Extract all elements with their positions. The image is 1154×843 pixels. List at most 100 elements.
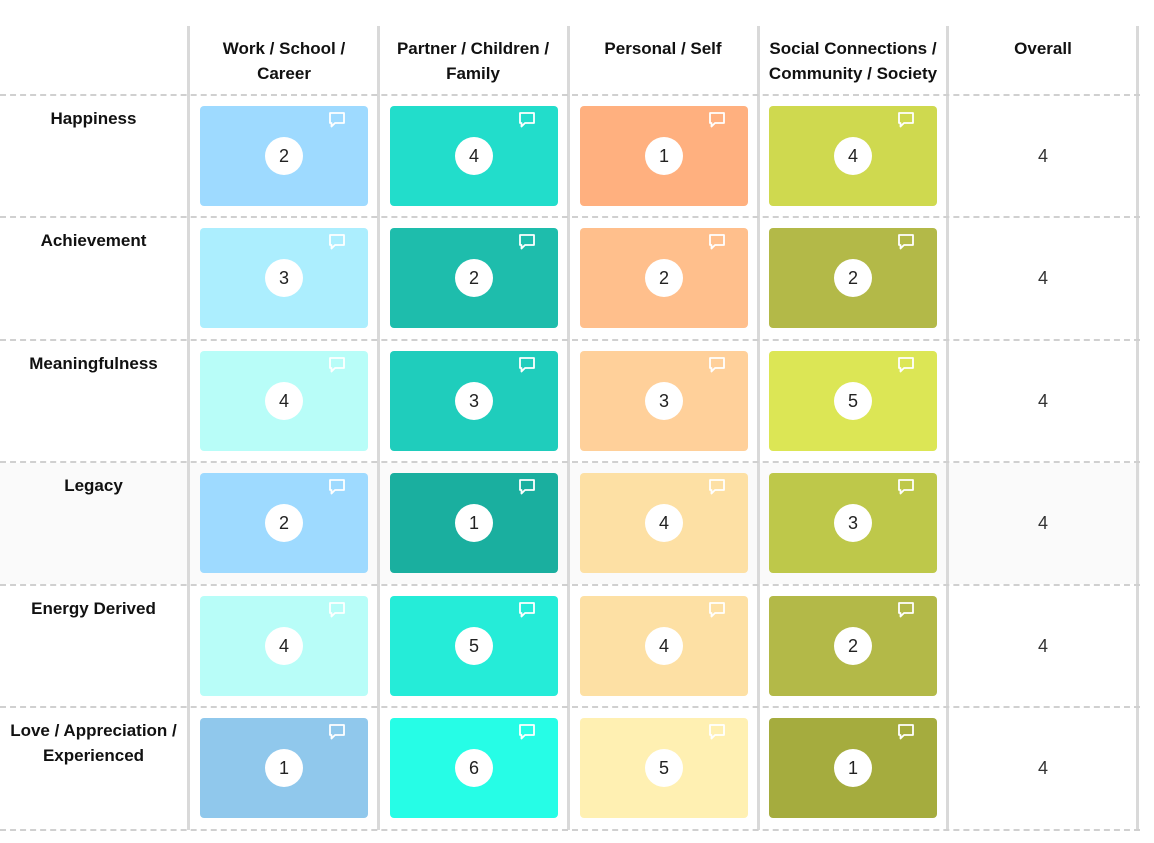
- comment-icon[interactable]: [517, 110, 537, 130]
- comment-icon[interactable]: [517, 232, 537, 252]
- comment-icon[interactable]: [327, 722, 347, 742]
- rating-cell[interactable]: 6: [390, 718, 558, 818]
- comment-icon[interactable]: [707, 722, 727, 742]
- rating-value: 5: [834, 382, 872, 420]
- row-header: Energy Derived: [0, 596, 187, 621]
- row-header-line: Energy Derived: [31, 599, 156, 618]
- comment-icon[interactable]: [327, 600, 347, 620]
- row-divider: [0, 339, 1140, 341]
- column-header-line: Personal / Self: [604, 39, 722, 58]
- column-divider: [377, 26, 380, 830]
- rating-cell[interactable]: 4: [390, 106, 558, 206]
- rating-cell[interactable]: 4: [200, 351, 368, 451]
- comment-icon[interactable]: [327, 477, 347, 497]
- rating-cell[interactable]: 5: [769, 351, 937, 451]
- column-divider: [567, 26, 570, 830]
- overall-value: 4: [1037, 635, 1048, 656]
- rating-cell[interactable]: 5: [390, 596, 558, 696]
- column-header: Work / School / Career: [189, 36, 379, 86]
- rating-value: 5: [645, 749, 683, 787]
- comment-icon[interactable]: [327, 110, 347, 130]
- rating-value: 5: [455, 627, 493, 665]
- column-divider: [1136, 26, 1139, 830]
- rating-value: 1: [645, 137, 683, 175]
- comment-icon[interactable]: [327, 232, 347, 252]
- row-header-line: Meaningfulness: [29, 354, 158, 373]
- column-divider: [757, 26, 760, 830]
- row-header: Love / Appreciation / Experienced: [0, 718, 187, 768]
- rating-cell[interactable]: 4: [200, 596, 368, 696]
- rating-value: 1: [834, 749, 872, 787]
- row-divider: [0, 584, 1140, 586]
- comment-icon[interactable]: [707, 110, 727, 130]
- column-header-line: Family: [446, 64, 500, 83]
- overall-value: 4: [1037, 512, 1048, 533]
- row-divider: [0, 461, 1140, 463]
- rating-cell[interactable]: 2: [200, 473, 368, 573]
- rating-cell[interactable]: 5: [580, 718, 748, 818]
- comment-icon[interactable]: [896, 232, 916, 252]
- column-header-line: Work / School /: [222, 39, 346, 58]
- rating-cell[interactable]: 3: [769, 473, 937, 573]
- comment-icon[interactable]: [517, 477, 537, 497]
- rating-cell[interactable]: 4: [769, 106, 937, 206]
- comment-icon[interactable]: [896, 722, 916, 742]
- comment-icon[interactable]: [896, 600, 916, 620]
- overall-value: 4: [1037, 267, 1048, 288]
- comment-icon[interactable]: [517, 355, 537, 375]
- rating-value: 4: [834, 137, 872, 175]
- comment-icon[interactable]: [707, 600, 727, 620]
- rating-cell[interactable]: 1: [769, 718, 937, 818]
- rating-cell[interactable]: 1: [580, 106, 748, 206]
- overall-value: 4: [1037, 390, 1048, 411]
- rating-cell[interactable]: 3: [580, 351, 748, 451]
- row-header: Meaningfulness: [0, 351, 187, 376]
- row-header-line: Experienced: [42, 746, 145, 765]
- rating-cell[interactable]: 1: [200, 718, 368, 818]
- rating-value: 2: [265, 137, 303, 175]
- rating-value: 2: [834, 259, 872, 297]
- rating-value: 3: [834, 504, 872, 542]
- rating-cell[interactable]: 1: [390, 473, 558, 573]
- row-header: Legacy: [0, 473, 187, 498]
- rating-cell[interactable]: 2: [769, 228, 937, 328]
- rating-cell[interactable]: 4: [580, 596, 748, 696]
- comment-icon[interactable]: [707, 355, 727, 375]
- comment-icon[interactable]: [896, 110, 916, 130]
- rating-value: 1: [455, 504, 493, 542]
- rating-value: 4: [645, 504, 683, 542]
- rating-cell[interactable]: 2: [390, 228, 558, 328]
- rating-value: 4: [455, 137, 493, 175]
- row-header: Happiness: [0, 106, 187, 131]
- rating-cell[interactable]: 4: [580, 473, 748, 573]
- rating-value: 6: [455, 749, 493, 787]
- rating-value: 4: [265, 627, 303, 665]
- rating-value: 2: [834, 627, 872, 665]
- row-divider: [0, 216, 1140, 218]
- comment-icon[interactable]: [707, 232, 727, 252]
- comment-icon[interactable]: [896, 355, 916, 375]
- rating-cell[interactable]: 2: [580, 228, 748, 328]
- row-header-line: Achievement: [40, 231, 147, 250]
- column-divider: [187, 26, 190, 830]
- column-header: Personal / Self: [568, 36, 758, 61]
- row-header-line: Happiness: [50, 109, 137, 128]
- column-header: Social Connections / Community / Society: [758, 36, 948, 86]
- comment-icon[interactable]: [517, 722, 537, 742]
- column-divider: [946, 26, 949, 830]
- row-header-line: Love / Appreciation /: [10, 721, 177, 740]
- rating-value: 2: [455, 259, 493, 297]
- column-header: Overall: [948, 36, 1138, 61]
- rating-cell[interactable]: 2: [200, 106, 368, 206]
- comment-icon[interactable]: [896, 477, 916, 497]
- column-header-line: Community / Society: [768, 64, 938, 83]
- comment-icon[interactable]: [517, 600, 537, 620]
- rating-cell[interactable]: 3: [390, 351, 558, 451]
- comment-icon[interactable]: [707, 477, 727, 497]
- rating-cell[interactable]: 2: [769, 596, 937, 696]
- rating-cell[interactable]: 3: [200, 228, 368, 328]
- row-header-line: Legacy: [64, 476, 123, 495]
- rating-value: 2: [265, 504, 303, 542]
- comment-icon[interactable]: [327, 355, 347, 375]
